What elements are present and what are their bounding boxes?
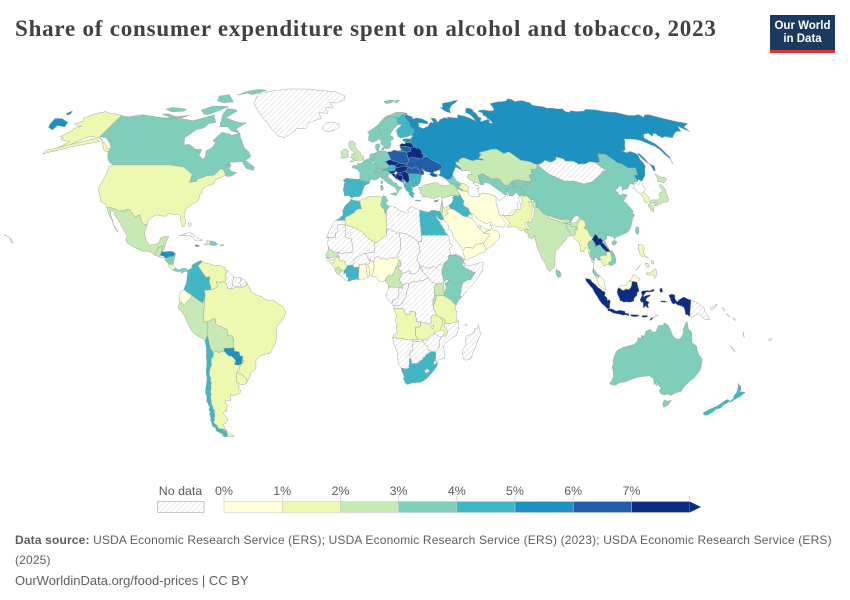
svg-text:1%: 1% — [273, 484, 291, 498]
svg-text:0%: 0% — [215, 484, 233, 498]
svg-text:No data: No data — [159, 484, 203, 498]
svg-text:3%: 3% — [390, 484, 408, 498]
svg-text:2%: 2% — [331, 484, 349, 498]
svg-text:4%: 4% — [448, 484, 466, 498]
svg-text:6%: 6% — [564, 484, 582, 498]
svg-text:5%: 5% — [506, 484, 524, 498]
svg-text:7%: 7% — [622, 484, 640, 498]
